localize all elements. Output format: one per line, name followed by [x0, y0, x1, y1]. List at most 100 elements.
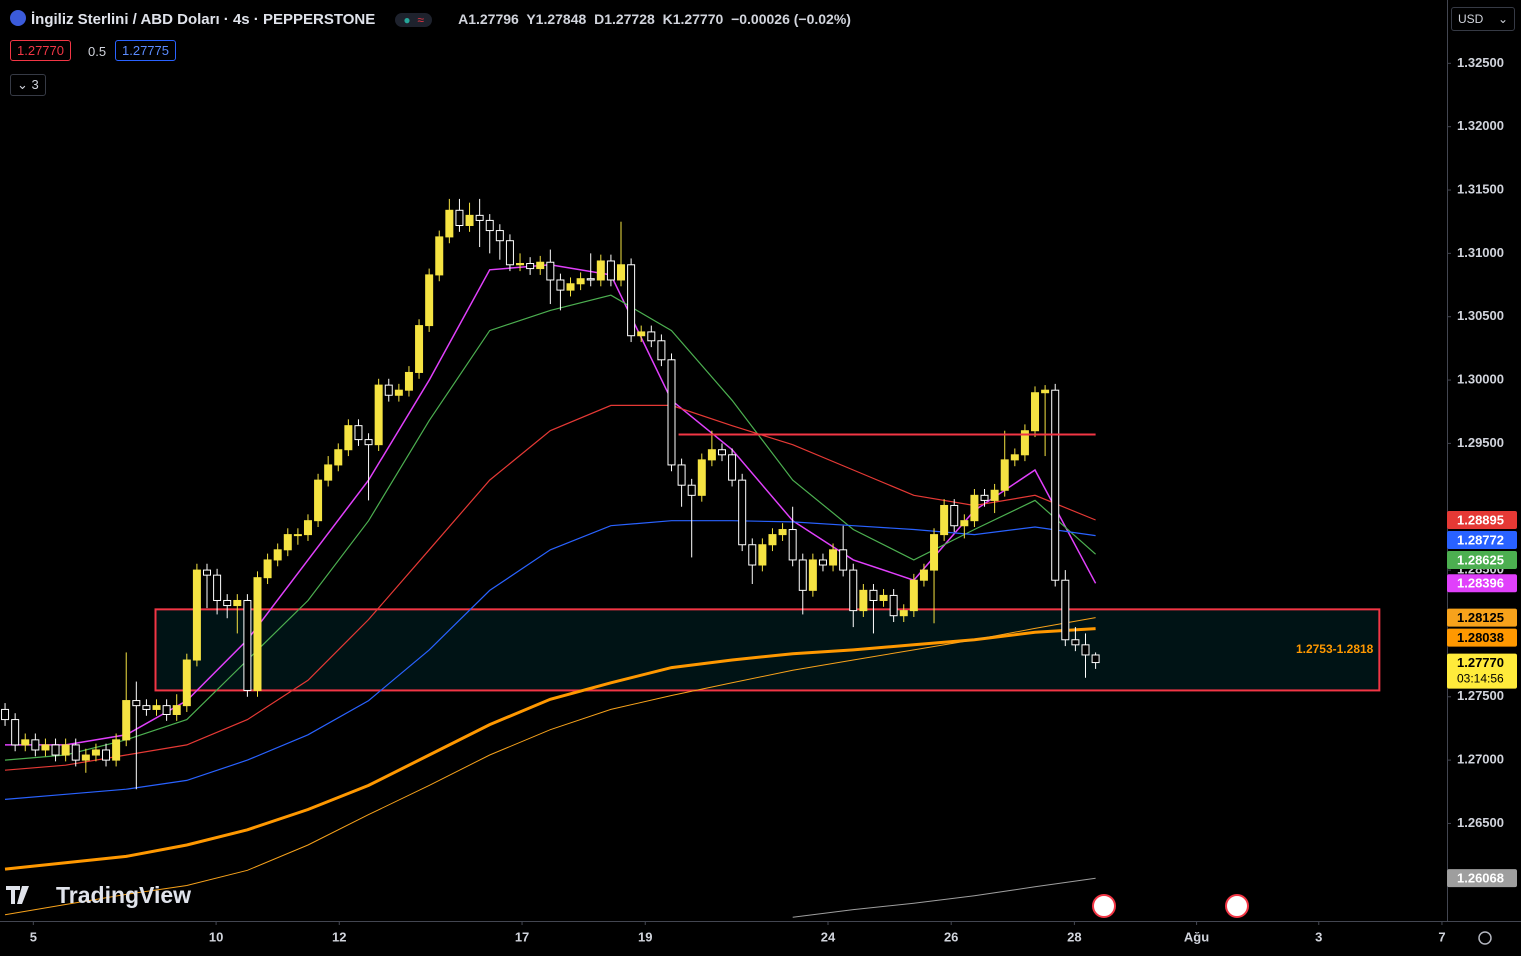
- x-tick-label: 10: [209, 929, 223, 944]
- y-tick-label: 1.27500: [1457, 688, 1504, 703]
- candle-body: [707, 449, 716, 461]
- currency: USD: [1458, 12, 1484, 26]
- ohlc-low: D1.27728: [594, 11, 655, 27]
- price-label-bg: [1447, 869, 1517, 888]
- x-tick-label: 17: [515, 929, 529, 944]
- candle-body: [1020, 430, 1029, 456]
- price-label-bg: [1447, 628, 1517, 647]
- candle-body: [293, 534, 302, 537]
- candle-body: [435, 236, 444, 276]
- y-tick-label: 1.30000: [1457, 371, 1504, 386]
- candle-body: [505, 240, 514, 266]
- countdown: 03:14:56: [1457, 672, 1504, 686]
- candle-body: [1031, 392, 1040, 432]
- candle-body: [849, 569, 858, 612]
- candle-body: [990, 489, 999, 501]
- candle-body: [728, 454, 737, 481]
- price-label: 1.26068: [1457, 871, 1504, 886]
- y-tick-label: 1.32500: [1457, 55, 1504, 70]
- symbol-row: İngiliz Sterlini / ABD Doları · 4s · PEP…: [10, 10, 851, 28]
- indicator-toggle[interactable]: ⌄ 3: [10, 74, 46, 96]
- plot-area: 1.2753-1.2818: [1, 198, 1381, 918]
- symbol-title[interactable]: İngiliz Sterlini / ABD Doları · 4s · PEP…: [31, 11, 376, 28]
- candle-body: [162, 705, 171, 716]
- candle-body: [768, 534, 777, 546]
- ma-line: [4, 520, 1096, 800]
- ma-line: [4, 627, 1096, 871]
- candle-body: [798, 559, 807, 591]
- candle-body: [283, 534, 292, 551]
- ohlc-high: Y1.27848: [526, 11, 587, 27]
- candle-body: [778, 529, 787, 536]
- candle-body: [344, 425, 353, 451]
- candle-body: [102, 749, 111, 761]
- candle-body: [829, 549, 838, 566]
- y-tick-label: 1.30500: [1457, 308, 1504, 323]
- price-label: 1.28396: [1457, 576, 1504, 591]
- candle-body: [233, 599, 242, 607]
- candle-body: [182, 659, 191, 707]
- candle-body: [566, 283, 575, 291]
- event-flag[interactable]: [1225, 894, 1249, 918]
- y-tick-label: 1.31500: [1457, 181, 1504, 196]
- x-tick-label: 12: [332, 929, 346, 944]
- candle-body: [788, 529, 797, 561]
- candle-body: [526, 263, 535, 270]
- last-price-bg: [1447, 653, 1517, 689]
- candle-body: [152, 705, 161, 710]
- candle-body: [758, 544, 767, 566]
- candle-body: [546, 261, 555, 281]
- change: −0.00026 (−0.02%): [731, 11, 851, 27]
- status[interactable]: ● ≈: [395, 13, 432, 27]
- candle-body: [243, 599, 252, 691]
- ma-line: [4, 294, 1096, 761]
- candle-body: [717, 449, 726, 456]
- candle-body: [223, 599, 232, 607]
- ma-line: [4, 404, 1096, 771]
- candle-body: [899, 610, 908, 617]
- logo: TradingView: [6, 882, 191, 908]
- candle-body: [253, 577, 262, 691]
- candle-body: [859, 589, 868, 612]
- buy-button[interactable]: 1.27775: [115, 40, 176, 61]
- candle-body: [112, 739, 121, 761]
- candle-body: [192, 569, 201, 661]
- candle-body: [11, 719, 20, 746]
- candle-body: [334, 449, 343, 466]
- candle-body: [445, 209, 454, 238]
- candle-body: [81, 754, 90, 761]
- candle-body: [273, 549, 282, 561]
- x-tick-label: 3: [1315, 929, 1322, 944]
- ma-line: [4, 617, 1096, 916]
- ohlc-open: A1.27796: [458, 11, 519, 27]
- candle-body: [172, 705, 181, 716]
- price-label: 1.28772: [1457, 532, 1504, 547]
- currency-dropdown[interactable]: USD ⌄: [1451, 7, 1515, 31]
- spread: 0.5: [88, 44, 107, 59]
- candle-body: [889, 594, 898, 617]
- candle-body: [132, 700, 141, 707]
- event-flag[interactable]: [1092, 894, 1116, 918]
- candle-body: [91, 749, 100, 756]
- zone: [154, 608, 1381, 692]
- candle-body: [354, 425, 363, 441]
- candle-body: [627, 264, 636, 337]
- candle-body: [576, 278, 585, 285]
- sell-button[interactable]: 1.27770: [10, 40, 71, 61]
- event-flags: [1092, 894, 1249, 918]
- candle-body: [374, 384, 383, 446]
- candle-body: [122, 700, 131, 741]
- candle-body: [1041, 389, 1050, 394]
- candle-body: [1000, 459, 1009, 491]
- price-label: 1.28895: [1457, 512, 1504, 527]
- settings-icon[interactable]: [1478, 931, 1492, 945]
- candle-body: [455, 209, 464, 226]
- candle-body: [879, 594, 888, 601]
- watermark: TradingView: [56, 882, 191, 908]
- candle-body: [314, 479, 323, 522]
- price-label-bg: [1447, 551, 1517, 570]
- price-label-bg: [1447, 511, 1517, 530]
- y-tick-label: 1.31000: [1457, 245, 1504, 260]
